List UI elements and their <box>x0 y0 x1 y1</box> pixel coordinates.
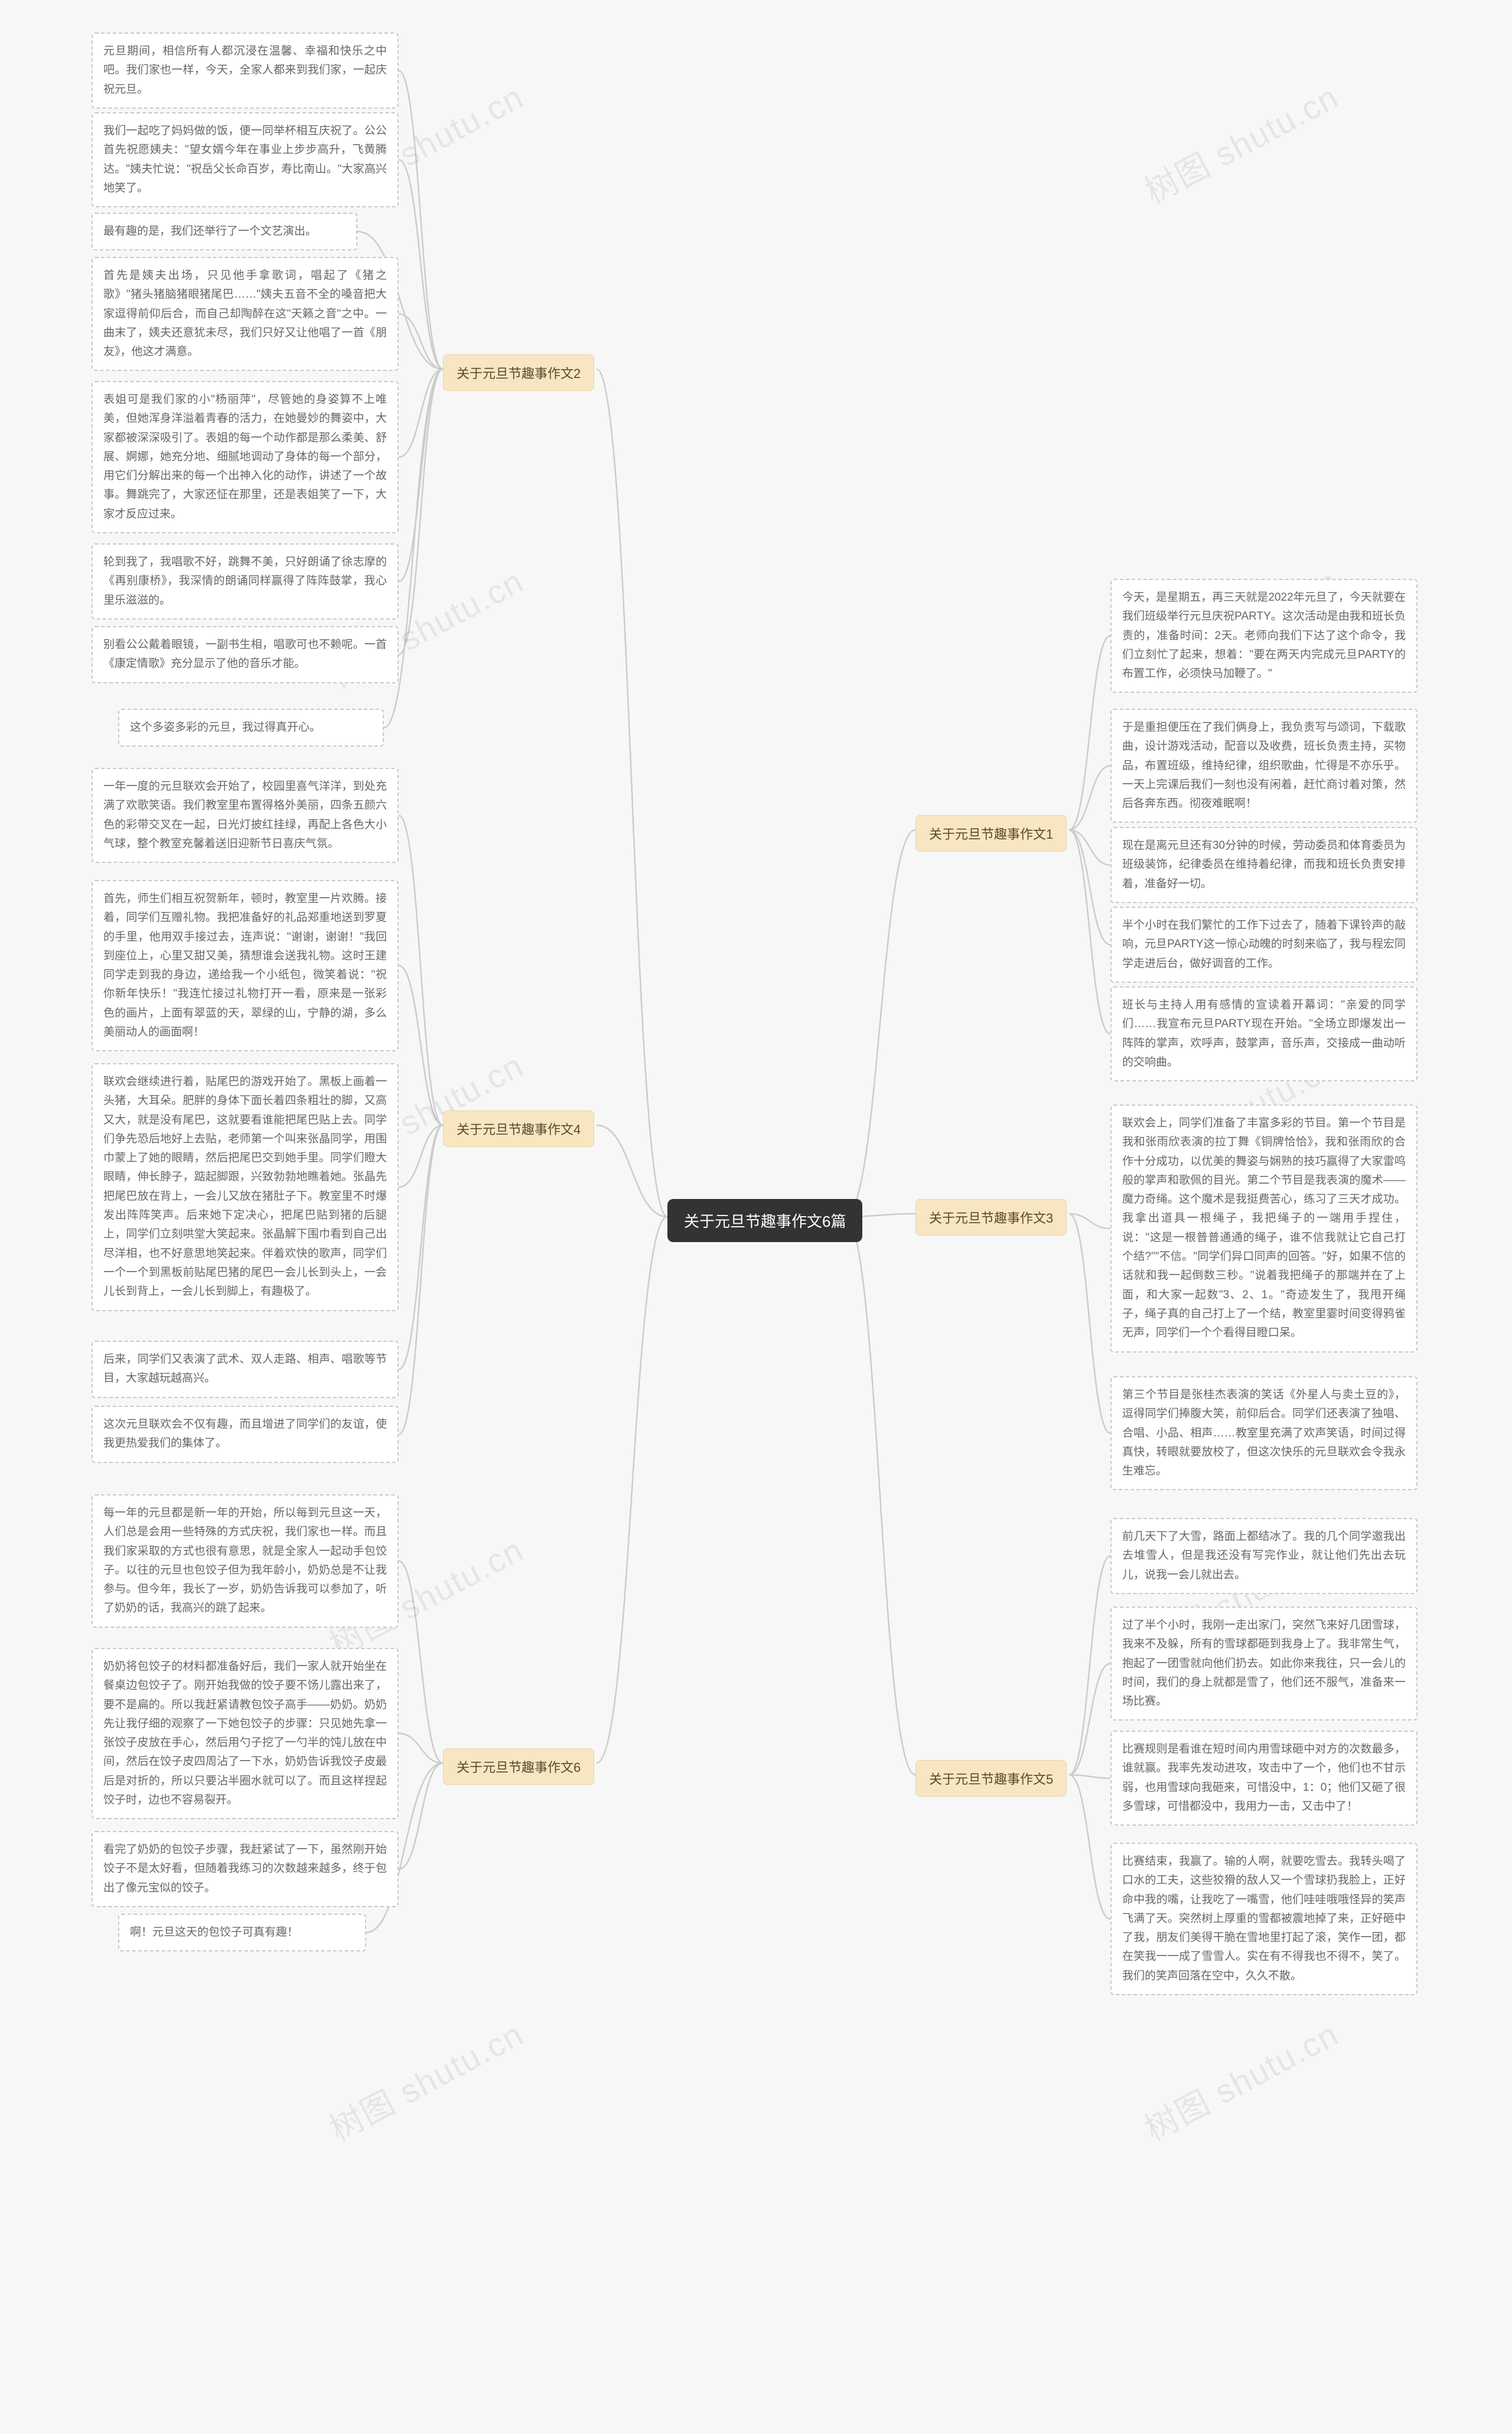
leaf-node: 首先是姨夫出场，只见他手拿歌词，唱起了《猪之歌》"猪头猪脑猪眼猪尾巴……"姨夫五… <box>92 257 399 371</box>
leaf-node: 班长与主持人用有感情的宣读着开幕词："亲爱的同学们……我宣布元旦PARTY现在开… <box>1110 986 1418 1081</box>
mindmap-canvas: 树图 shutu.cn树图 shutu.cn树图 shutu.cn树图 shut… <box>0 0 1512 2434</box>
watermark: 树图 shutu.cn <box>1135 2008 1346 2150</box>
leaf-node: 元旦期间，相信所有人都沉浸在温馨、幸福和快乐之中吧。我们家也一样，今天，全家人都… <box>92 32 399 109</box>
leaf-node: 前几天下了大雪，路面上都结冰了。我的几个同学邀我出去堆雪人，但是我还没有写完作业… <box>1110 1518 1418 1594</box>
leaf-node: 每一年的元旦都是新一年的开始，所以每到元旦这一天，人们总是会用一些特殊的方式庆祝… <box>92 1494 399 1628</box>
leaf-node: 别看公公戴着眼镜，一副书生相，唱歌可也不赖呢。一首《康定情歌》充分显示了他的音乐… <box>92 626 399 683</box>
leaf-node: 联欢会上，同学们准备了丰富多彩的节目。第一个节目是我和张雨欣表演的拉丁舞《铜牌恰… <box>1110 1104 1418 1353</box>
leaf-node: 啊！元旦这天的包饺子可真有趣！ <box>118 1914 366 1951</box>
leaf-node: 比赛规则是看谁在短时间内用雪球砸中对方的次数最多，谁就赢。我率先发动进攻，攻击中… <box>1110 1731 1418 1826</box>
leaf-node: 奶奶将包饺子的材料都准备好后，我们一家人就开始坐在餐桌边包饺子了。刚开始我做的饺… <box>92 1648 399 1819</box>
leaf-node: 首先，师生们相互祝贺新年，顿时，教室里一片欢腾。接着，同学们互赠礼物。我把准备好… <box>92 880 399 1051</box>
leaf-node: 这个多姿多彩的元旦，我过得真开心。 <box>118 709 384 747</box>
leaf-node: 看完了奶奶的包饺子步骤，我赶紧试了一下，虽然刚开始饺子不是太好看，但随着我练习的… <box>92 1831 399 1907</box>
leaf-node: 半个小时在我们繁忙的工作下过去了，随着下课铃声的敲响，元旦PARTY这一惊心动魄… <box>1110 907 1418 983</box>
leaf-node: 后来，同学们又表演了武术、双人走路、相声、唱歌等节目，大家越玩越高兴。 <box>92 1341 399 1398</box>
branch-node[interactable]: 关于元旦节趣事作文1 <box>915 815 1067 852</box>
watermark: 树图 shutu.cn <box>1135 71 1346 213</box>
branch-node[interactable]: 关于元旦节趣事作文3 <box>915 1199 1067 1236</box>
leaf-node: 今天，是星期五，再三天就是2022年元旦了，今天就要在我们班级举行元旦庆祝PAR… <box>1110 579 1418 693</box>
leaf-node: 联欢会继续进行着，贴尾巴的游戏开始了。黑板上画着一头猪，大耳朵。肥胖的身体下面长… <box>92 1063 399 1311</box>
leaf-node: 现在是离元旦还有30分钟的时候，劳动委员和体育委员为班级装饰，纪律委员在维持着纪… <box>1110 827 1418 903</box>
branch-node[interactable]: 关于元旦节趣事作文5 <box>915 1760 1067 1797</box>
leaf-node: 于是重担便压在了我们俩身上，我负责写与颂词，下载歌曲，设计游戏活动，配音以及收费… <box>1110 709 1418 823</box>
leaf-node: 比赛结束，我赢了。输的人啊，就要吃雪去。我转头喝了口水的工夫，这些狡猾的敌人又一… <box>1110 1843 1418 1995</box>
leaf-node: 第三个节目是张桂杰表演的笑话《外星人与卖土豆的》，逗得同学们捧腹大笑，前仰后合。… <box>1110 1376 1418 1490</box>
branch-node[interactable]: 关于元旦节趣事作文4 <box>443 1110 594 1147</box>
leaf-node: 过了半个小时，我刚一走出家门，突然飞来好几团雪球，我来不及躲，所有的雪球都砸到我… <box>1110 1607 1418 1721</box>
watermark: 树图 shutu.cn <box>320 2008 531 2150</box>
leaf-node: 最有趣的是，我们还举行了一个文艺演出。 <box>92 213 357 250</box>
root-node[interactable]: 关于元旦节趣事作文6篇 <box>667 1199 862 1242</box>
leaf-node: 表姐可是我们家的小"杨丽萍"，尽管她的身姿算不上唯美，但她浑身洋溢着青春的活力，… <box>92 381 399 533</box>
leaf-node: 一年一度的元旦联欢会开始了，校园里喜气洋洋，到处充满了欢歌笑语。我们教室里布置得… <box>92 768 399 863</box>
leaf-node: 我们一起吃了妈妈做的饭，便一同举杯相互庆祝了。公公首先祝愿姨夫："望女婿今年在事… <box>92 112 399 207</box>
leaf-node: 轮到我了，我唱歌不好，跳舞不美，只好朗诵了徐志摩的《再别康桥》，我深情的朗诵同样… <box>92 543 399 620</box>
leaf-node: 这次元旦联欢会不仅有趣，而且增进了同学们的友谊，使我更热爱我们的集体了。 <box>92 1406 399 1463</box>
branch-node[interactable]: 关于元旦节趣事作文6 <box>443 1748 594 1785</box>
branch-node[interactable]: 关于元旦节趣事作文2 <box>443 354 594 391</box>
